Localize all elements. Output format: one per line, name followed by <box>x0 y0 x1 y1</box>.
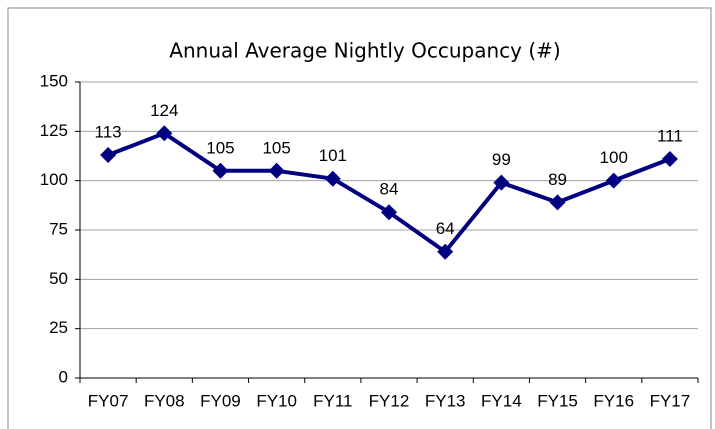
y-tick-label: 100 <box>40 170 68 189</box>
data-marker <box>100 147 117 164</box>
x-tick-label: FY16 <box>593 391 634 410</box>
data-label: 113 <box>95 122 122 141</box>
data-label: 111 <box>657 126 683 145</box>
x-tick-label: FY17 <box>650 391 691 410</box>
data-marker <box>212 162 229 179</box>
data-label: 105 <box>262 138 290 157</box>
x-tick-label: FY07 <box>88 391 129 410</box>
data-label: 64 <box>436 219 455 238</box>
y-tick-label: 150 <box>40 71 68 90</box>
data-marker <box>493 174 510 191</box>
data-label: 105 <box>206 138 234 157</box>
chart-title: Annual Average Nightly Occupancy (#) <box>169 39 560 63</box>
x-tick-label: FY13 <box>425 391 466 410</box>
data-marker <box>605 172 622 189</box>
data-label: 124 <box>150 101 178 120</box>
data-marker <box>381 204 397 221</box>
data-marker <box>549 194 566 211</box>
chart-frame <box>7 7 712 429</box>
data-label: 99 <box>492 150 511 169</box>
y-tick-label: 75 <box>49 219 68 238</box>
x-tick-label: FY08 <box>144 391 185 410</box>
data-label: 100 <box>600 148 628 167</box>
x-tick-label: FY09 <box>200 391 241 410</box>
data-label: 101 <box>319 146 347 165</box>
data-label: 84 <box>380 180 399 199</box>
x-tick-label: FY11 <box>313 391 352 410</box>
data-marker <box>661 150 678 167</box>
data-marker <box>268 162 285 179</box>
x-tick-label: FY15 <box>537 391 578 410</box>
data-marker <box>437 243 454 260</box>
data-label: 89 <box>548 170 567 189</box>
data-marker <box>324 170 341 187</box>
y-tick-label: 25 <box>49 318 68 337</box>
y-tick-label: 0 <box>59 367 68 386</box>
x-tick-label: FY14 <box>481 391 522 410</box>
x-tick-label: FY12 <box>369 391 410 410</box>
y-tick-label: 50 <box>49 269 68 288</box>
x-tick-label: FY10 <box>256 391 297 410</box>
data-marker <box>156 125 173 142</box>
y-tick-label: 125 <box>40 121 68 140</box>
